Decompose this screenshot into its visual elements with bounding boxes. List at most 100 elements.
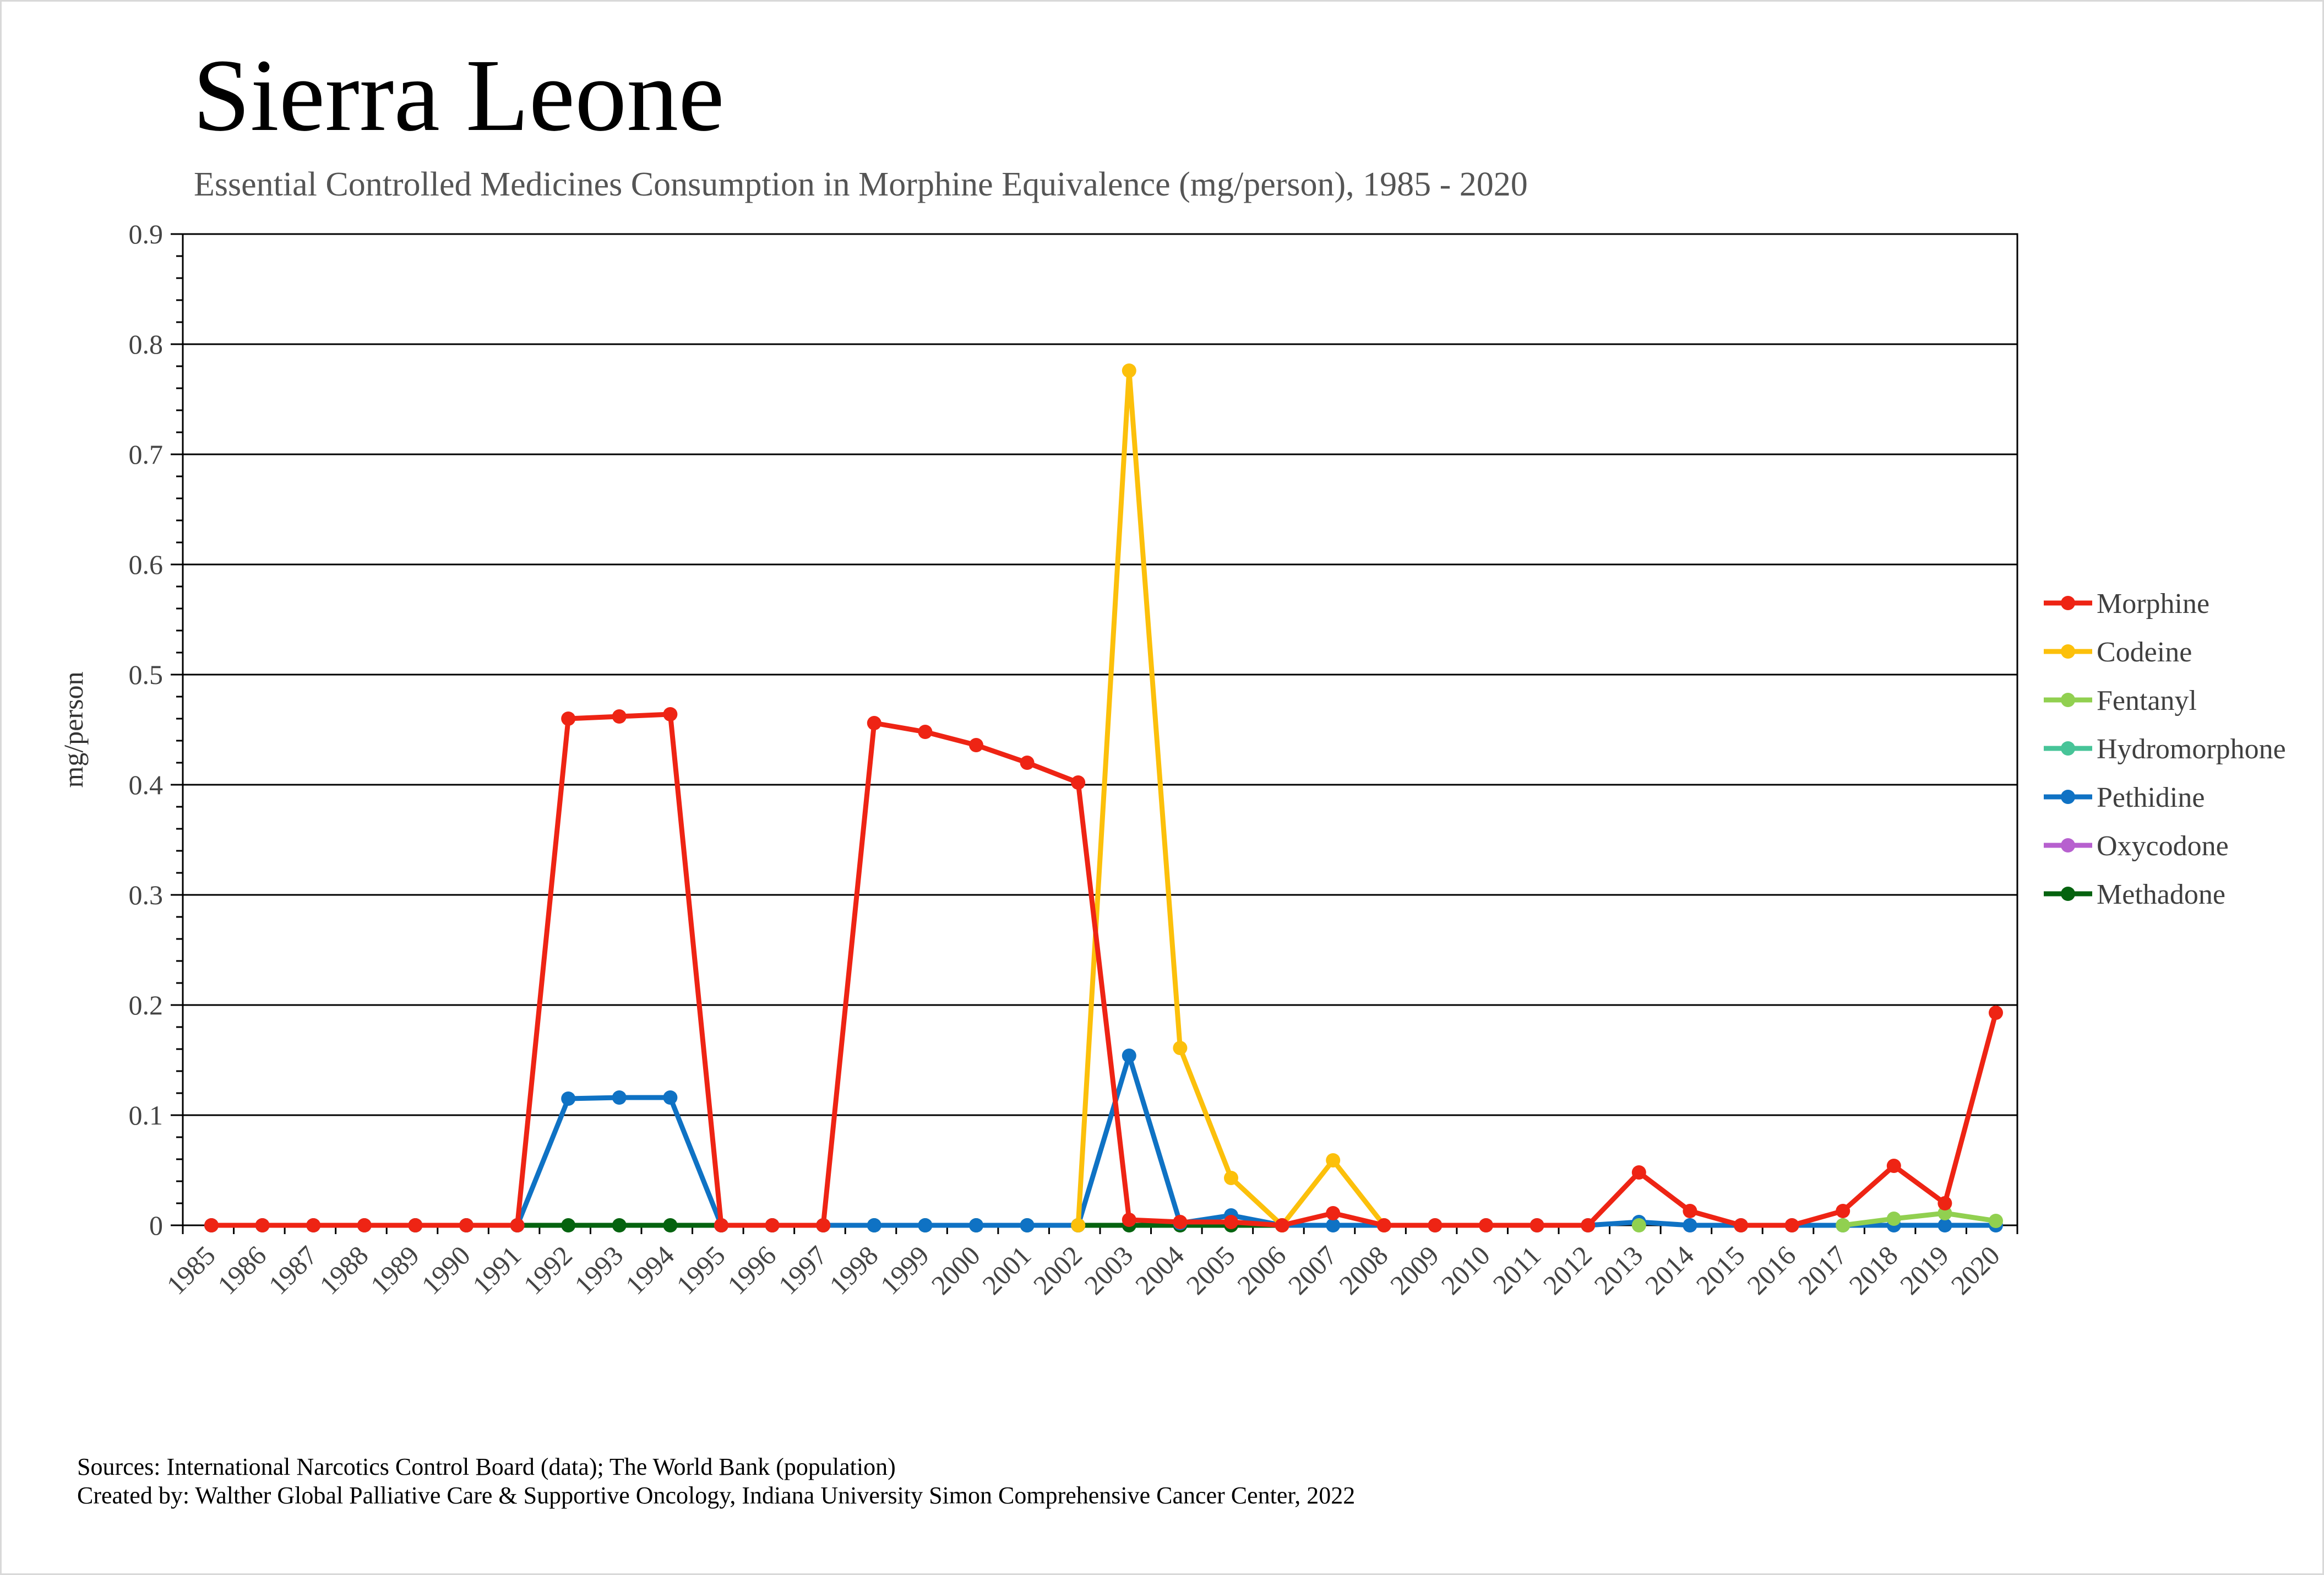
data-point-morphine — [1530, 1218, 1544, 1232]
data-point-morphine — [612, 709, 627, 724]
x-tick-label: 2018 — [1843, 1240, 1903, 1300]
data-point-morphine — [714, 1218, 728, 1232]
data-point-morphine — [1122, 1213, 1136, 1227]
data-point-morphine — [1428, 1218, 1443, 1232]
plot-area — [182, 233, 2018, 1226]
y-tick-label: 0.8 — [129, 329, 164, 360]
x-tick-label: 1996 — [721, 1240, 782, 1300]
data-point-morphine — [357, 1218, 372, 1232]
chart-title: Sierra Leone — [193, 37, 725, 153]
data-point-morphine — [459, 1218, 473, 1232]
data-point-morphine — [1631, 1165, 1646, 1180]
data-point-pethidine — [1937, 1218, 1952, 1232]
legend-marker-fentanyl — [2061, 693, 2075, 707]
x-tick-label: 2012 — [1537, 1240, 1598, 1300]
data-point-codeine — [1122, 363, 1136, 378]
data-point-morphine — [1937, 1196, 1952, 1210]
data-point-pethidine — [612, 1090, 627, 1105]
x-tick-label: 1990 — [415, 1240, 476, 1300]
x-tick-label: 1992 — [518, 1240, 578, 1300]
data-point-morphine — [1479, 1218, 1493, 1232]
legend-marker-oxycodone — [2061, 838, 2075, 852]
data-point-pethidine — [1122, 1049, 1136, 1063]
x-tick-label: 2002 — [1027, 1240, 1088, 1300]
data-point-morphine — [408, 1218, 423, 1232]
x-tick-label: 1988 — [313, 1240, 374, 1300]
x-tick-label: 2009 — [1384, 1240, 1445, 1300]
data-point-morphine — [765, 1218, 780, 1232]
data-point-codeine — [1224, 1171, 1238, 1185]
x-tick-label: 2003 — [1078, 1240, 1139, 1300]
data-point-morphine — [663, 707, 678, 721]
x-tick-label: 2015 — [1690, 1240, 1750, 1300]
y-tick-label: 0.7 — [129, 439, 164, 470]
x-tick-label: 2004 — [1129, 1240, 1190, 1300]
data-point-morphine — [969, 738, 983, 752]
x-tick-label: 1991 — [466, 1240, 527, 1300]
data-point-morphine — [306, 1218, 321, 1232]
legend-marker-methadone — [2061, 887, 2075, 901]
x-tick-label: 1993 — [568, 1240, 629, 1300]
data-point-morphine — [561, 712, 576, 726]
x-tick-label: 2001 — [976, 1240, 1037, 1300]
data-point-morphine — [204, 1218, 219, 1232]
data-point-pethidine — [1326, 1218, 1341, 1232]
legend-marker-morphine — [2061, 596, 2075, 610]
data-point-methadone — [561, 1218, 576, 1232]
x-tick-label: 1997 — [772, 1240, 833, 1300]
legend-label-methadone: Methadone — [2097, 879, 2225, 910]
data-point-fentanyl — [1937, 1206, 1952, 1220]
data-point-codeine — [1173, 1041, 1188, 1055]
data-point-morphine — [1836, 1204, 1851, 1218]
x-tick-label: 2011 — [1487, 1240, 1547, 1300]
data-point-morphine — [1224, 1215, 1238, 1229]
data-point-pethidine — [1683, 1218, 1697, 1232]
data-point-morphine — [816, 1218, 831, 1232]
x-tick-label: 2019 — [1894, 1240, 1955, 1300]
y-tick-label: 0.2 — [129, 990, 164, 1020]
data-point-pethidine — [969, 1218, 983, 1232]
data-point-morphine — [1683, 1204, 1697, 1218]
data-point-morphine — [1376, 1218, 1391, 1232]
x-tick-label: 2008 — [1333, 1240, 1394, 1300]
legend-label-hydromorphone: Hydromorphone — [2097, 734, 2286, 765]
data-point-fentanyl — [1886, 1212, 1901, 1226]
data-point-morphine — [1581, 1218, 1596, 1232]
legend-marker-codeine — [2061, 644, 2075, 659]
x-tick-label: 1986 — [211, 1240, 272, 1300]
x-tick-label: 2020 — [1945, 1240, 2005, 1300]
x-tick-label: 1999 — [874, 1240, 935, 1300]
x-tick-label: 2013 — [1588, 1240, 1648, 1300]
sources-text: Sources: International Narcotics Control… — [77, 1453, 896, 1480]
y-tick-label: 0.5 — [129, 659, 164, 690]
data-point-morphine — [1886, 1159, 1901, 1173]
data-point-morphine — [255, 1218, 270, 1232]
data-point-codeine — [1071, 1218, 1086, 1232]
data-point-pethidine — [867, 1218, 881, 1232]
data-point-pethidine — [918, 1218, 933, 1232]
series-line-morphine — [211, 712, 1999, 1228]
data-point-methadone — [612, 1218, 627, 1232]
data-point-fentanyl — [1836, 1218, 1851, 1232]
data-point-fentanyl — [1989, 1214, 2003, 1228]
data-point-morphine — [1173, 1215, 1188, 1229]
x-tick-label: 2007 — [1282, 1240, 1343, 1300]
data-point-morphine — [867, 716, 881, 730]
x-tick-label: 2010 — [1435, 1240, 1495, 1300]
y-tick-label: 0.4 — [129, 769, 164, 800]
data-point-codeine — [1326, 1153, 1341, 1167]
data-point-methadone — [663, 1218, 678, 1232]
legend-label-oxycodone: Oxycodone — [2097, 830, 2229, 862]
credit-text: Created by: Walther Global Palliative Ca… — [77, 1482, 1356, 1509]
x-tick-label: 1995 — [670, 1240, 731, 1300]
x-tick-label: 2014 — [1639, 1240, 1700, 1300]
data-point-pethidine — [1020, 1218, 1035, 1232]
y-tick-label: 0.1 — [129, 1100, 164, 1131]
legend-label-pethidine: Pethidine — [2097, 782, 2205, 813]
data-point-pethidine — [663, 1090, 678, 1105]
series-line-codeine — [1075, 368, 1386, 1228]
x-tick-label: 1985 — [160, 1240, 221, 1300]
x-tick-label: 2006 — [1231, 1240, 1292, 1300]
data-point-morphine — [1326, 1206, 1341, 1220]
